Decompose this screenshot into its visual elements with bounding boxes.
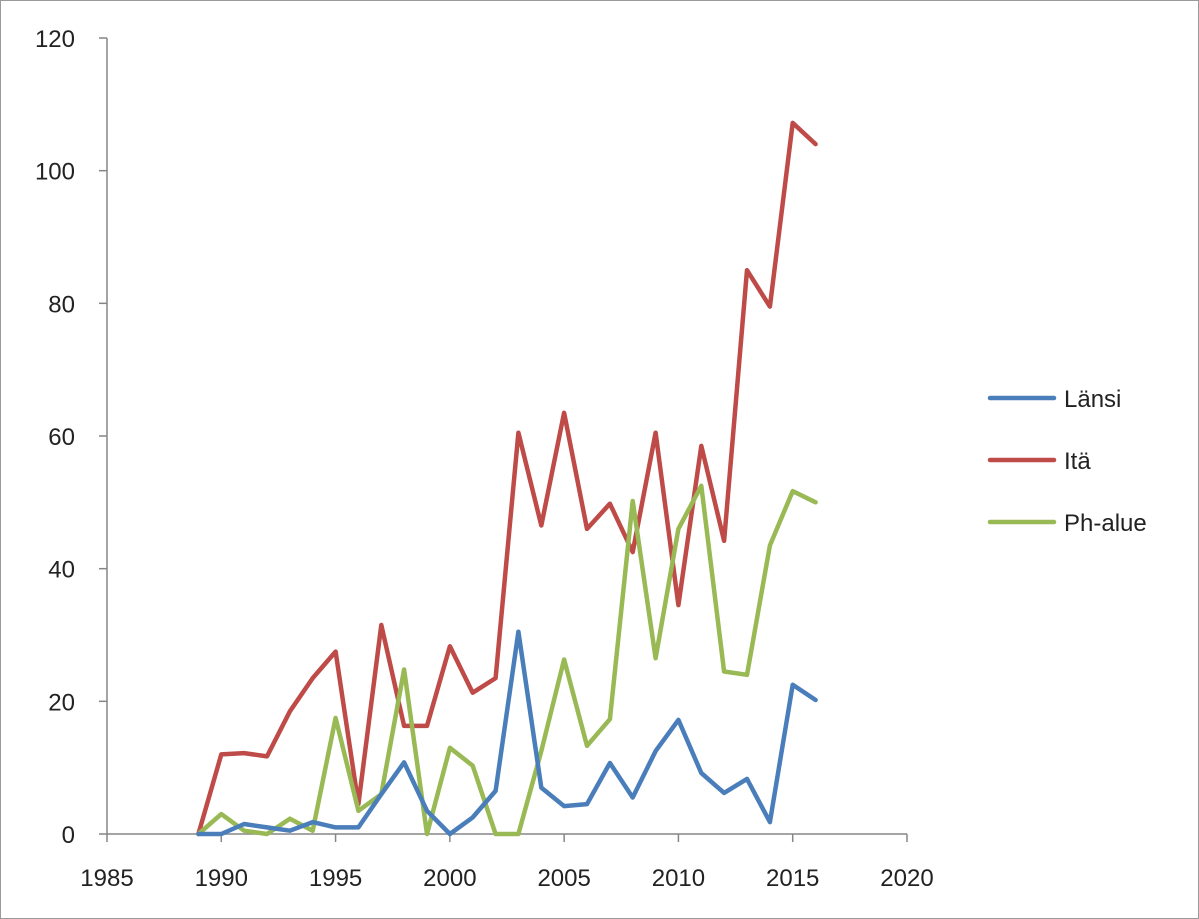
series-lines xyxy=(196,120,818,837)
x-tick-label: 2005 xyxy=(537,865,590,892)
legend-label: Länsi xyxy=(1064,386,1121,413)
y-tick-label: 40 xyxy=(48,557,75,584)
y-tick-label: 80 xyxy=(48,291,75,318)
y-tick-label: 100 xyxy=(35,159,75,186)
x-tick-label: 1985 xyxy=(80,865,133,892)
legend: Länsi Itä Ph-alue xyxy=(987,386,1147,537)
y-tick-label: 120 xyxy=(35,26,75,53)
x-tick-label: 1990 xyxy=(195,865,248,892)
y-tick-label: 0 xyxy=(62,822,75,849)
y-axis-ticks: 0 20 40 60 80 100 120 xyxy=(35,26,107,849)
y-tick-label: 20 xyxy=(48,689,75,716)
series-line-it- xyxy=(196,120,818,837)
series-line-l-nsi xyxy=(196,629,818,837)
legend-label: Ph-alue xyxy=(1064,510,1147,537)
y-tick-label: 60 xyxy=(48,424,75,451)
x-tick-label: 1995 xyxy=(309,865,362,892)
legend-label: Itä xyxy=(1064,448,1091,475)
x-tick-label: 2000 xyxy=(423,865,476,892)
x-tick-label: 2010 xyxy=(652,865,705,892)
x-axis-ticks: 1985 1990 1995 2000 2005 2010 2015 2020 xyxy=(80,834,934,892)
x-tick-label: 2020 xyxy=(880,865,933,892)
x-tick-label: 2015 xyxy=(766,865,819,892)
